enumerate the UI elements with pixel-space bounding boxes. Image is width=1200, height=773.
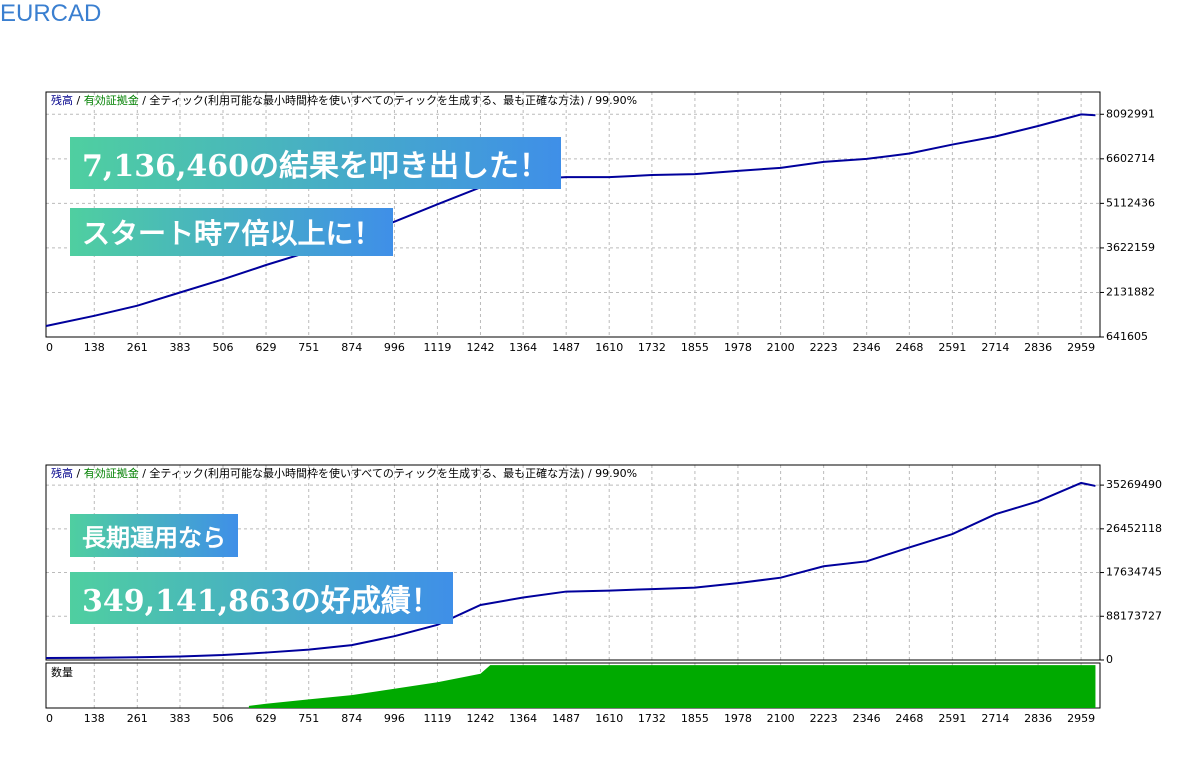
y-tick-label: 3622159 [1106,241,1155,254]
y-tick-label: 6602714 [1106,152,1155,165]
x-tick-label: 751 [298,712,319,725]
header-part: / 全ティック(利用可能な最小時間枠を使いすべてのティックを生成する、最も正確な… [139,466,637,480]
x-tick-label: 996 [384,712,405,725]
x-tick-label: 1855 [681,341,709,354]
x-tick-label: 383 [169,712,190,725]
header-part: 有効証拠金 [84,466,139,480]
x-tick-label: 2223 [810,341,838,354]
x-tick-label: 2468 [895,341,923,354]
x-tick-label: 1119 [423,712,451,725]
header-part: 残高 [51,466,73,480]
x-tick-label: 874 [341,341,362,354]
x-tick-label: 2714 [981,712,1009,725]
balance-line [45,481,1096,660]
balance-line [45,113,1096,327]
x-tick-label: 629 [256,341,277,354]
x-tick-label: 1242 [466,341,494,354]
header-part: 残高 [51,93,73,107]
x-tick-label: 506 [213,341,234,354]
header-part: / 全ティック(利用可能な最小時間枠を使いすべてのティックを生成する、最も正確な… [139,93,637,107]
x-tick-label: 0 [46,341,53,354]
x-tick-label: 996 [384,341,405,354]
chart-header: 残高 / 有効証拠金 / 全ティック(利用可能な最小時間枠を使いすべてのティック… [51,466,637,480]
page-title: EURCAD [0,0,102,27]
x-tick-label: 138 [84,712,105,725]
header-part: 有効証拠金 [84,93,139,107]
x-tick-label: 383 [169,341,190,354]
y-tick-label: 641605 [1106,330,1148,343]
y-tick-label: 5112436 [1106,196,1155,209]
header-part: / [73,467,84,480]
chart-header: 残高 / 有効証拠金 / 全ティック(利用可能な最小時間枠を使いすべてのティック… [51,93,637,107]
x-tick-label: 2223 [810,712,838,725]
x-tick-label: 261 [127,341,148,354]
x-tick-label: 1855 [681,712,709,725]
x-tick-label: 1487 [552,712,580,725]
x-tick-label: 1364 [509,341,537,354]
x-tick-label: 1610 [595,712,623,725]
annotation: スタート時7倍以上に！ [70,208,394,256]
y-tick-label: 0 [1106,653,1113,666]
x-tick-label: 2346 [853,712,881,725]
x-tick-label: 751 [298,341,319,354]
header-part: / [73,94,84,107]
x-tick-label: 506 [213,712,234,725]
x-tick-label: 2714 [981,341,1009,354]
x-tick-label: 138 [84,341,105,354]
x-tick-label: 1978 [724,712,752,725]
volume-label: 数量 [51,666,73,679]
annotation: 長期運用なら [70,514,238,557]
x-tick-label: 2959 [1067,341,1095,354]
x-tick-label: 2959 [1067,712,1095,725]
y-tick-label: 35269490 [1106,478,1162,491]
annotation: 349,141,863の好成績！ [70,572,453,624]
x-tick-label: 261 [127,712,148,725]
x-tick-label: 2100 [767,341,795,354]
x-tick-label: 0 [46,712,53,725]
x-tick-label: 2100 [767,712,795,725]
y-tick-label: 8092991 [1106,107,1155,120]
x-tick-label: 1119 [423,341,451,354]
y-tick-label: 88173727 [1106,609,1162,622]
x-tick-label: 1364 [509,712,537,725]
x-tick-label: 874 [341,712,362,725]
plot-frame [45,464,1101,661]
x-tick-label: 1978 [724,341,752,354]
x-tick-label: 1610 [595,341,623,354]
x-tick-label: 1732 [638,712,666,725]
x-tick-label: 2836 [1024,712,1052,725]
annotation: 7,136,460の結果を叩き出した！ [70,137,562,189]
x-tick-label: 1242 [466,712,494,725]
x-tick-label: 629 [256,712,277,725]
plot-frame [45,91,1101,338]
x-tick-label: 2836 [1024,341,1052,354]
x-tick-label: 2591 [938,341,966,354]
x-tick-label: 1732 [638,341,666,354]
x-tick-label: 2346 [853,341,881,354]
y-tick-label: 17634745 [1106,566,1162,579]
volume-area [248,665,1096,708]
y-tick-label: 26452118 [1106,522,1162,535]
y-tick-label: 2131882 [1106,285,1155,298]
x-tick-label: 1487 [552,341,580,354]
x-tick-label: 2591 [938,712,966,725]
x-tick-label: 2468 [895,712,923,725]
